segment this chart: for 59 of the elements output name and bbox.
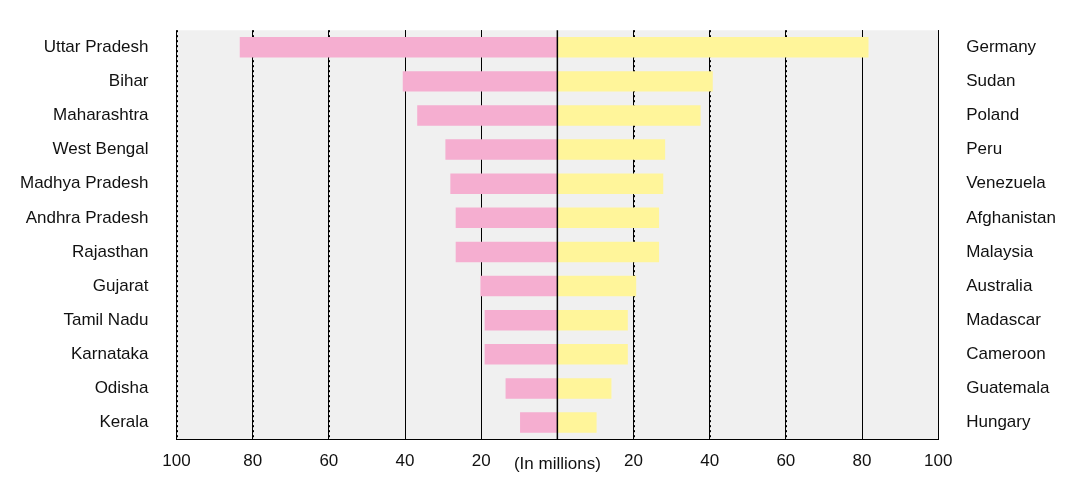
bar xyxy=(484,309,558,331)
bar xyxy=(445,139,558,160)
bar xyxy=(557,71,713,92)
x-tick-label: 20 xyxy=(471,451,491,471)
bar xyxy=(557,309,628,331)
bar xyxy=(557,139,666,160)
bar xyxy=(557,344,628,365)
bar xyxy=(557,412,597,433)
x-tick-label: 60 xyxy=(319,451,339,471)
bar xyxy=(557,241,660,263)
y2-tick-label: Afghanistan xyxy=(966,207,1057,227)
y-tick-label: Andhra Pradesh xyxy=(25,207,149,227)
y-tick-label: Rajasthan xyxy=(71,241,149,261)
bar xyxy=(239,37,558,58)
y2-tick-label: Germany xyxy=(966,36,1037,56)
x-tick-label: 80 xyxy=(243,451,263,471)
bar xyxy=(557,378,612,399)
y-tick-label: Karnataka xyxy=(71,344,150,363)
bar xyxy=(455,241,558,263)
y-tick-label: Madhya Pradesh xyxy=(19,173,149,193)
x-axis-title: (In millions) xyxy=(513,453,601,473)
bar xyxy=(557,275,637,297)
x-tick-label: 80 xyxy=(852,451,872,471)
y-tick-label: Uttar Pradesh xyxy=(43,36,149,56)
y-tick-label: Odisha xyxy=(94,378,150,398)
bar xyxy=(505,378,558,399)
bar xyxy=(484,344,558,365)
y2-tick-label: Venezuela xyxy=(966,173,1047,193)
x-tick-label: 20 xyxy=(624,451,643,471)
bar xyxy=(417,105,558,126)
bar xyxy=(455,207,558,229)
y2-tick-label: Guatemala xyxy=(966,378,1050,398)
y2-tick-label: Malaysia xyxy=(966,241,1034,261)
y-tick-label: Maharashtra xyxy=(53,105,150,125)
y2-tick-label: Australia xyxy=(966,275,1033,295)
x-tick-label: 40 xyxy=(395,451,415,471)
bar xyxy=(557,37,869,58)
bar xyxy=(450,173,558,194)
y2-tick-label: Cameroon xyxy=(966,344,1046,363)
x-tick-label: 60 xyxy=(776,451,796,471)
y2-tick-label: Hungary xyxy=(966,412,1031,432)
y-tick-label: Kerala xyxy=(99,412,150,432)
y-tick-label: West Bengal xyxy=(52,139,149,159)
y2-tick-label: Poland xyxy=(966,105,1020,125)
bar xyxy=(557,173,664,194)
bar xyxy=(520,412,558,433)
y-tick-label: Tamil Nadu xyxy=(63,309,149,329)
x-tick-label: 100 xyxy=(162,451,191,471)
bar xyxy=(480,275,558,297)
y-tick-label: Bihar xyxy=(108,71,149,91)
x-tick-label: 40 xyxy=(700,451,720,471)
y2-tick-label: Sudan xyxy=(966,71,1016,91)
y-tick-label: Gujarat xyxy=(92,275,149,295)
bar xyxy=(402,71,558,92)
y2-tick-label: Madascar xyxy=(966,309,1042,329)
bar xyxy=(557,105,701,126)
y2-tick-label: Peru xyxy=(966,139,1003,159)
x-tick-label: 100 xyxy=(924,451,953,471)
bar xyxy=(557,207,660,229)
